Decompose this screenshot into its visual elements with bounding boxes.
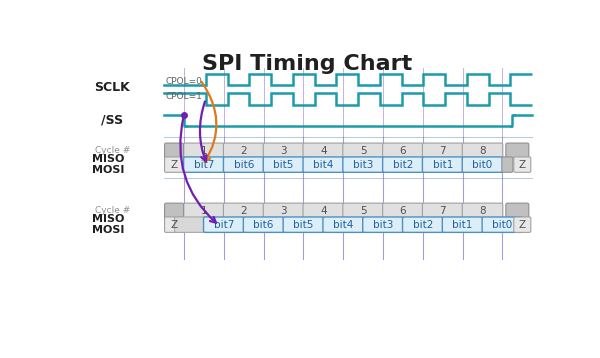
FancyBboxPatch shape bbox=[263, 157, 304, 172]
FancyBboxPatch shape bbox=[323, 217, 364, 232]
FancyBboxPatch shape bbox=[422, 143, 463, 159]
FancyBboxPatch shape bbox=[343, 203, 383, 218]
FancyBboxPatch shape bbox=[343, 157, 383, 172]
Text: 3: 3 bbox=[280, 206, 287, 216]
Text: bit2: bit2 bbox=[393, 160, 413, 170]
Text: 4: 4 bbox=[320, 206, 326, 216]
Text: bit0: bit0 bbox=[492, 220, 512, 230]
FancyBboxPatch shape bbox=[303, 157, 344, 172]
Text: bit1: bit1 bbox=[452, 220, 473, 230]
Text: 2: 2 bbox=[241, 146, 247, 156]
FancyBboxPatch shape bbox=[164, 143, 184, 159]
Text: 5: 5 bbox=[360, 146, 367, 156]
FancyBboxPatch shape bbox=[303, 143, 344, 159]
FancyBboxPatch shape bbox=[184, 143, 224, 159]
FancyBboxPatch shape bbox=[506, 203, 529, 218]
Text: bit7: bit7 bbox=[214, 220, 234, 230]
Text: bit6: bit6 bbox=[233, 160, 254, 170]
FancyBboxPatch shape bbox=[164, 157, 184, 172]
Text: Z: Z bbox=[170, 160, 178, 170]
Text: bit7: bit7 bbox=[194, 160, 214, 170]
Text: bit2: bit2 bbox=[413, 220, 433, 230]
FancyBboxPatch shape bbox=[283, 217, 324, 232]
FancyBboxPatch shape bbox=[223, 157, 264, 172]
FancyBboxPatch shape bbox=[422, 203, 463, 218]
FancyBboxPatch shape bbox=[462, 157, 503, 172]
FancyBboxPatch shape bbox=[223, 143, 264, 159]
Text: 7: 7 bbox=[439, 206, 446, 216]
Text: 6: 6 bbox=[400, 146, 406, 156]
Text: SCLK: SCLK bbox=[94, 81, 130, 94]
FancyBboxPatch shape bbox=[482, 217, 523, 232]
Text: Z: Z bbox=[519, 220, 526, 230]
FancyBboxPatch shape bbox=[184, 157, 224, 172]
FancyBboxPatch shape bbox=[506, 143, 529, 159]
Text: Z: Z bbox=[170, 220, 178, 230]
FancyBboxPatch shape bbox=[383, 203, 423, 218]
FancyBboxPatch shape bbox=[462, 143, 503, 159]
FancyBboxPatch shape bbox=[422, 157, 463, 172]
FancyBboxPatch shape bbox=[303, 203, 344, 218]
FancyBboxPatch shape bbox=[363, 217, 403, 232]
Text: Cycle #: Cycle # bbox=[95, 206, 130, 215]
FancyBboxPatch shape bbox=[263, 203, 304, 218]
Text: CPOL=1: CPOL=1 bbox=[166, 92, 203, 101]
Text: bit5: bit5 bbox=[274, 160, 294, 170]
Text: 4: 4 bbox=[320, 146, 326, 156]
Text: Cycle #: Cycle # bbox=[95, 146, 130, 155]
Text: CPOL=0: CPOL=0 bbox=[166, 77, 203, 86]
FancyBboxPatch shape bbox=[514, 157, 531, 172]
FancyBboxPatch shape bbox=[502, 157, 513, 172]
Text: SPI Timing Chart: SPI Timing Chart bbox=[202, 54, 413, 74]
Text: bit4: bit4 bbox=[333, 220, 353, 230]
Text: MISO
MOSI: MISO MOSI bbox=[92, 154, 125, 175]
FancyBboxPatch shape bbox=[383, 143, 423, 159]
FancyBboxPatch shape bbox=[244, 217, 284, 232]
Text: CPHA=1: CPHA=1 bbox=[166, 220, 201, 229]
Text: bit3: bit3 bbox=[353, 160, 373, 170]
FancyBboxPatch shape bbox=[175, 217, 214, 232]
FancyBboxPatch shape bbox=[403, 217, 443, 232]
Text: /SS: /SS bbox=[101, 113, 123, 126]
FancyBboxPatch shape bbox=[223, 203, 264, 218]
Text: 8: 8 bbox=[479, 206, 486, 216]
Text: bit3: bit3 bbox=[373, 220, 393, 230]
Text: 1: 1 bbox=[200, 146, 207, 156]
FancyBboxPatch shape bbox=[514, 217, 531, 232]
Text: 3: 3 bbox=[280, 146, 287, 156]
FancyBboxPatch shape bbox=[184, 203, 224, 218]
FancyBboxPatch shape bbox=[164, 203, 184, 218]
Text: 1: 1 bbox=[200, 206, 207, 216]
FancyBboxPatch shape bbox=[462, 203, 503, 218]
Text: bit4: bit4 bbox=[313, 160, 334, 170]
FancyBboxPatch shape bbox=[203, 217, 244, 232]
Text: MISO
MOSI: MISO MOSI bbox=[92, 214, 125, 236]
FancyBboxPatch shape bbox=[383, 157, 423, 172]
Text: 2: 2 bbox=[241, 206, 247, 216]
Text: bit6: bit6 bbox=[253, 220, 274, 230]
Text: Z: Z bbox=[519, 160, 526, 170]
Text: 7: 7 bbox=[439, 146, 446, 156]
FancyBboxPatch shape bbox=[164, 217, 184, 232]
Text: bit5: bit5 bbox=[293, 220, 314, 230]
Text: CPHA=0: CPHA=0 bbox=[166, 160, 201, 169]
Text: 8: 8 bbox=[479, 146, 486, 156]
FancyBboxPatch shape bbox=[343, 143, 383, 159]
FancyBboxPatch shape bbox=[442, 217, 483, 232]
Text: bit1: bit1 bbox=[433, 160, 453, 170]
Text: 5: 5 bbox=[360, 206, 367, 216]
Text: bit0: bit0 bbox=[472, 160, 493, 170]
Text: 6: 6 bbox=[400, 206, 406, 216]
FancyBboxPatch shape bbox=[263, 143, 304, 159]
